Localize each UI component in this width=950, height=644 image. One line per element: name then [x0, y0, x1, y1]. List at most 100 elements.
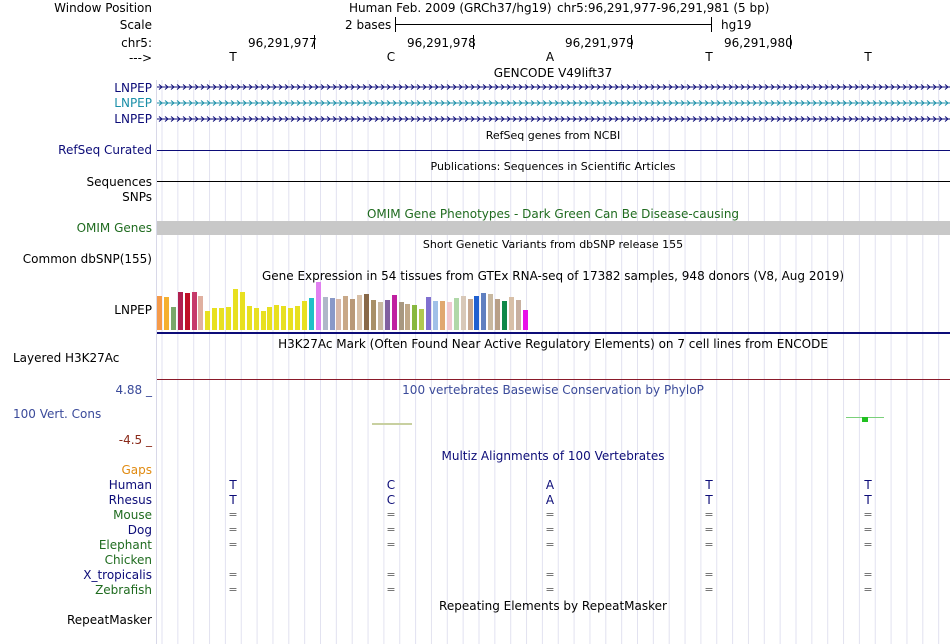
coord-tick-2: [473, 35, 474, 49]
omim-feature-block[interactable]: [157, 221, 950, 235]
gtex-tissue-bar[interactable]: [502, 301, 507, 330]
gtex-tissue-bar[interactable]: [419, 309, 425, 330]
gtex-tissue-bar[interactable]: [301, 301, 307, 330]
alignment-base: =: [863, 538, 873, 551]
species-label[interactable]: X_tropicalis: [83, 568, 152, 582]
gencode-transcripts[interactable]: [157, 80, 950, 128]
alignment-base: A: [545, 478, 555, 492]
gencode-transcript[interactable]: [157, 100, 950, 106]
species-label[interactable]: Rhesus: [108, 493, 152, 507]
alignment-base: =: [545, 583, 555, 596]
h3k27ac-label[interactable]: Layered H3K27Ac: [13, 351, 120, 365]
gtex-tissue-bar[interactable]: [198, 296, 204, 330]
gtex-tissue-bar[interactable]: [184, 293, 190, 330]
alignment-base: =: [545, 523, 555, 536]
sequences-label[interactable]: Sequences: [86, 175, 152, 189]
gtex-tissue-bar[interactable]: [377, 302, 383, 330]
dbsnp-label[interactable]: Common dbSNP(155): [22, 252, 152, 266]
gtex-tissue-bar[interactable]: [315, 282, 321, 330]
repeatmasker-label[interactable]: RepeatMasker: [66, 613, 152, 627]
gtex-tissue-bar[interactable]: [488, 294, 494, 330]
gtex-tissue-bar[interactable]: [212, 308, 218, 330]
gtex-tissue-bar[interactable]: [405, 304, 411, 330]
gtex-tissue-bar[interactable]: [205, 311, 211, 330]
species-label[interactable]: Zebrafish: [95, 583, 152, 597]
gencode-item-label[interactable]: LNPEP: [114, 112, 152, 126]
gtex-tissue-bar[interactable]: [508, 297, 514, 330]
gtex-tissue-bar[interactable]: [267, 307, 273, 330]
gtex-tissue-bar[interactable]: [460, 296, 466, 330]
gtex-tissue-bar[interactable]: [322, 297, 328, 330]
gtex-baseline: [157, 332, 950, 334]
gtex-tissue-bar[interactable]: [281, 306, 287, 330]
publications-feature[interactable]: [157, 181, 950, 182]
species-label[interactable]: Chicken: [104, 553, 152, 567]
gtex-tissue-bar[interactable]: [191, 292, 197, 330]
gtex-tissue-bar[interactable]: [467, 299, 473, 330]
gtex-tissue-bar[interactable]: [481, 293, 487, 330]
gtex-tissue-bar[interactable]: [391, 295, 397, 330]
gtex-tissue-bar[interactable]: [474, 296, 480, 330]
phylop-label[interactable]: 100 Vert. Cons: [13, 407, 102, 421]
gaps-label[interactable]: Gaps: [121, 463, 152, 477]
gtex-tissue-bar[interactable]: [246, 306, 252, 330]
gtex-tissue-bar[interactable]: [343, 296, 349, 330]
gtex-tissue-bar[interactable]: [446, 302, 452, 330]
omim-label[interactable]: OMIM Genes: [76, 221, 152, 235]
gtex-tissue-bar[interactable]: [412, 305, 418, 330]
gtex-tissue-bar[interactable]: [426, 297, 432, 330]
gencode-item-label[interactable]: LNPEP: [114, 81, 152, 95]
gtex-tissue-bar[interactable]: [439, 301, 445, 330]
refseq-label[interactable]: RefSeq Curated: [58, 143, 152, 157]
species-label[interactable]: Dog: [127, 523, 152, 537]
gtex-tissue-bar[interactable]: [336, 299, 342, 330]
gtex-tissue-bar[interactable]: [329, 298, 335, 330]
scale-value: 2 bases: [345, 18, 392, 32]
ref-base: C: [386, 50, 396, 64]
gtex-tissue-bar[interactable]: [232, 289, 238, 330]
gencode-transcript[interactable]: [157, 116, 950, 122]
gtex-tissue-bar[interactable]: [177, 292, 183, 330]
gtex-tissue-bar[interactable]: [495, 299, 501, 330]
alignment-base: =: [228, 583, 238, 596]
species-label[interactable]: Human: [108, 478, 152, 492]
gtex-tissue-bar[interactable]: [253, 308, 259, 330]
phylop-score-mark[interactable]: [862, 417, 868, 422]
gtex-tissue-bar[interactable]: [433, 301, 438, 330]
gtex-tissue-bar[interactable]: [357, 295, 363, 330]
gtex-tissue-bar[interactable]: [398, 302, 404, 330]
gtex-tissue-bar[interactable]: [295, 306, 300, 330]
gtex-tissue-bar[interactable]: [515, 300, 521, 330]
gtex-tissue-bar[interactable]: [350, 299, 356, 330]
phylop-min-label: -4.5 _: [118, 433, 152, 447]
gtex-tissue-bar[interactable]: [170, 307, 176, 330]
coord-label-4: 96,291,980: [724, 36, 793, 50]
gtex-tissue-bar[interactable]: [274, 305, 280, 330]
gtex-tissue-bar[interactable]: [163, 297, 169, 330]
gtex-tissue-bar[interactable]: [364, 294, 369, 330]
gtex-tissue-bar[interactable]: [384, 300, 390, 330]
refseq-transcript[interactable]: [157, 150, 950, 151]
gtex-tissue-bar[interactable]: [522, 310, 528, 330]
species-label[interactable]: Elephant: [98, 538, 152, 552]
gencode-item-label[interactable]: LNPEP: [114, 96, 152, 110]
gtex-tissue-bar[interactable]: [370, 300, 376, 330]
gtex-label[interactable]: LNPEP: [114, 303, 152, 317]
gtex-tissue-bar[interactable]: [157, 296, 162, 330]
coord-label-2: 96,291,978: [407, 36, 476, 50]
gtex-bar-chart[interactable]: [157, 282, 557, 330]
alignment-base: C: [386, 478, 396, 492]
scale-label: Scale: [119, 18, 152, 32]
alignment-base: A: [545, 493, 555, 507]
gtex-tissue-bar[interactable]: [219, 308, 225, 330]
gtex-tissue-bar[interactable]: [239, 292, 245, 330]
gtex-tissue-bar[interactable]: [308, 298, 314, 330]
gtex-tissue-bar[interactable]: [226, 307, 231, 330]
gtex-tissue-bar[interactable]: [453, 298, 459, 330]
gtex-tissue-bar[interactable]: [288, 308, 294, 330]
snps-label[interactable]: SNPs: [122, 190, 152, 204]
gencode-transcript[interactable]: [157, 84, 950, 90]
gtex-tissue-bar[interactable]: [260, 311, 266, 330]
phylop-score-mark[interactable]: [372, 423, 412, 425]
species-label[interactable]: Mouse: [113, 508, 152, 522]
